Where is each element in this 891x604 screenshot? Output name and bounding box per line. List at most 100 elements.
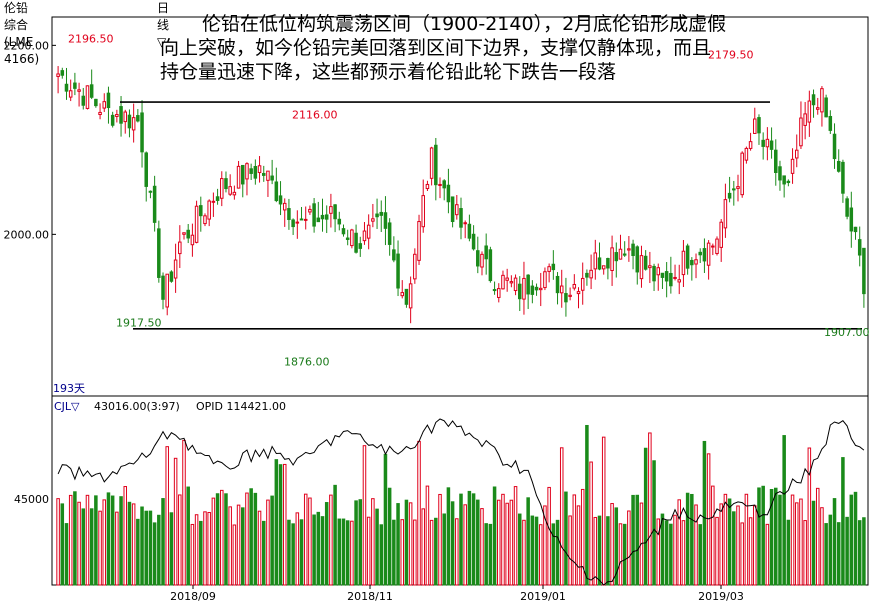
period-selector[interactable]: 日线 ▽	[157, 0, 169, 51]
candle-body	[622, 253, 627, 256]
candle-body	[400, 292, 405, 297]
candle-body	[190, 234, 195, 246]
volume-bar	[228, 506, 232, 586]
volume-bar	[769, 488, 774, 586]
candle-body	[534, 286, 539, 291]
volume-bar	[526, 497, 530, 586]
candle-body	[660, 272, 665, 278]
candle-body	[64, 83, 69, 92]
volume-bar	[505, 502, 509, 586]
candle-body	[60, 70, 65, 76]
candle-body	[102, 101, 107, 109]
analysis-annotation: 伦铅在低位构筑震荡区间（1900-2140），2月底伦铅形成虚假 向上突破，如今…	[160, 12, 860, 84]
volume-bar	[324, 502, 329, 586]
candle-body	[211, 200, 216, 203]
candle-body	[656, 267, 661, 276]
candle-body	[601, 265, 606, 270]
volume-bar	[715, 516, 719, 586]
volume-bar	[312, 514, 316, 586]
volume-bar	[408, 502, 413, 586]
candle-body	[203, 215, 207, 225]
volume-bar	[559, 447, 564, 586]
candle-body	[815, 107, 820, 110]
volume-bar	[161, 498, 165, 586]
volume-bar	[119, 496, 123, 586]
volume-bar	[471, 493, 476, 586]
candle-body	[354, 232, 358, 253]
candle-body	[585, 272, 589, 278]
candle-body	[425, 183, 430, 190]
volume-bar	[669, 523, 673, 586]
candle-body	[631, 243, 635, 257]
volume-bar	[85, 494, 90, 586]
candle-body	[337, 218, 342, 225]
volume-bar	[131, 503, 136, 586]
volume-bar	[245, 492, 249, 586]
volume-bar	[841, 457, 845, 586]
candle-body	[862, 247, 866, 295]
candle-body	[526, 274, 530, 295]
candle-body	[287, 208, 291, 220]
volume-bar	[790, 494, 795, 586]
volume-bar	[220, 489, 224, 586]
volume-bar	[513, 486, 518, 586]
x-tick-label: 2019/03	[698, 590, 744, 603]
volume-bar	[694, 504, 698, 586]
volume-bar	[186, 486, 190, 586]
candle-body	[853, 226, 858, 233]
candle-body	[664, 271, 669, 282]
candle-body	[794, 149, 799, 159]
volume-bar	[429, 519, 434, 586]
price-annotation-label: 1907.00	[824, 326, 870, 339]
candle-body	[719, 221, 723, 248]
volume-bar	[203, 511, 207, 586]
volume-bar	[593, 516, 598, 586]
volume-bar	[463, 504, 467, 586]
volume-bar	[534, 516, 539, 586]
candle-body	[740, 152, 744, 196]
candle-body	[748, 141, 753, 149]
volume-bar	[815, 487, 820, 586]
volume-bar	[123, 486, 128, 586]
candle-body	[774, 149, 778, 173]
volume-bar	[601, 436, 606, 586]
volume-bar	[56, 498, 60, 586]
volume-bar	[610, 503, 614, 586]
volume-bar	[169, 512, 174, 586]
volume-bar	[73, 491, 77, 586]
volume-bar	[627, 510, 631, 586]
volume-bar	[484, 523, 488, 586]
volume-bar	[555, 519, 560, 586]
volume-bar	[282, 463, 287, 586]
volume-bar	[224, 493, 228, 586]
candle-body	[157, 228, 161, 278]
candle-body	[677, 279, 681, 283]
candle-body	[551, 263, 556, 271]
volume-bar	[329, 494, 333, 586]
volume-bar	[597, 515, 602, 586]
candle-body	[274, 181, 279, 202]
candle-body	[220, 178, 224, 199]
candle-body	[396, 253, 400, 289]
volume-bar	[354, 500, 358, 586]
candle-body	[572, 283, 577, 289]
annotation-line-1: 伦铅在低位构筑震荡区间（1900-2140），2月底伦铅形成虚假	[202, 13, 727, 35]
volume-bar	[778, 494, 782, 586]
volume-bar	[68, 494, 73, 586]
candle-body	[358, 243, 363, 249]
candle-body	[555, 275, 560, 294]
volume-bar	[551, 523, 556, 586]
candle-body	[320, 214, 325, 220]
volume-bar	[241, 507, 245, 586]
volume-bar	[622, 523, 627, 586]
candle-body	[429, 147, 434, 179]
candle-body	[824, 97, 828, 118]
volume-bar	[732, 511, 736, 586]
volume-bar	[110, 495, 115, 586]
volume-bar	[652, 460, 656, 586]
candle-body	[517, 283, 522, 300]
candle-body	[463, 222, 467, 225]
candle-body	[442, 180, 446, 189]
volume-bar	[362, 445, 367, 586]
chevron-down-icon[interactable]: ▽	[157, 35, 167, 49]
